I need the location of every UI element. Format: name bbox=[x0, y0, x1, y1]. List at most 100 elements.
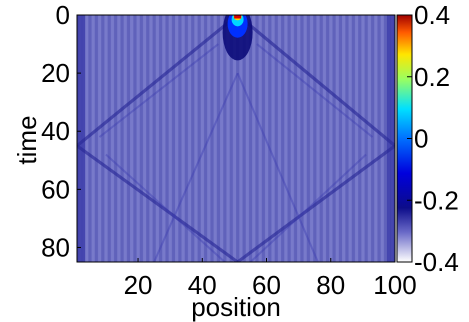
y-tick-label: 60 bbox=[41, 174, 70, 204]
heatmap-column bbox=[117, 15, 121, 262]
heatmap-column bbox=[268, 15, 272, 262]
y-axis-label: time bbox=[12, 115, 42, 164]
heatmap-column bbox=[242, 15, 247, 262]
wavefront-line bbox=[236, 144, 395, 262]
heatmap-column bbox=[97, 15, 102, 262]
heatmap-column bbox=[252, 15, 256, 262]
heatmap-column bbox=[155, 15, 160, 262]
heatmap-column bbox=[261, 15, 266, 262]
heatmap-column bbox=[107, 15, 112, 262]
heatmap-column bbox=[390, 15, 394, 262]
heatmap-column bbox=[78, 15, 83, 262]
heatmap-column bbox=[245, 15, 250, 262]
heatmap-column bbox=[351, 15, 356, 262]
heatmap-column bbox=[113, 15, 118, 262]
heatmap-column bbox=[191, 15, 195, 262]
heatmap-column bbox=[386, 15, 391, 262]
y-tick-label: 20 bbox=[41, 58, 70, 88]
heatmap-column bbox=[120, 15, 124, 262]
wavefront-line bbox=[77, 15, 239, 148]
heatmap-column bbox=[171, 15, 176, 262]
x-tick-label: 20 bbox=[124, 270, 153, 300]
colorbar-tick-label: 0.2 bbox=[414, 62, 450, 92]
x-tick-label: 40 bbox=[188, 270, 217, 300]
heatmap-column bbox=[361, 15, 365, 262]
x-tick-label: 100 bbox=[373, 270, 416, 300]
heatmap-column bbox=[139, 15, 144, 262]
heatmap-column bbox=[297, 15, 301, 262]
wavefront-line bbox=[236, 15, 395, 147]
heatmap-column bbox=[255, 15, 259, 262]
heatmap-column bbox=[203, 15, 208, 262]
heatmap-column bbox=[194, 15, 198, 262]
heatmap-column bbox=[370, 15, 375, 262]
heatmap-column bbox=[101, 15, 105, 262]
heatmap-column bbox=[149, 15, 153, 262]
heatmap-column bbox=[284, 15, 288, 262]
heatmap-column bbox=[229, 15, 234, 262]
heatmap-column bbox=[162, 15, 166, 262]
heatmap-column bbox=[319, 15, 324, 262]
heatmap-column bbox=[358, 15, 362, 262]
heatmap-column bbox=[248, 15, 253, 262]
heatmap-column bbox=[374, 15, 378, 262]
heatmap-wavefronts bbox=[77, 15, 395, 262]
y-tick-label: 40 bbox=[41, 116, 70, 146]
heatmap-column bbox=[287, 15, 292, 262]
heatmap-column bbox=[94, 15, 99, 262]
heatmap-column bbox=[104, 15, 108, 262]
heatmap-column bbox=[345, 15, 349, 262]
heatmap-column bbox=[309, 15, 314, 262]
heatmap-column bbox=[130, 15, 134, 262]
heatmap-column bbox=[380, 15, 385, 262]
heatmap-column bbox=[158, 15, 163, 262]
heatmap-column bbox=[264, 15, 269, 262]
heatmap-column bbox=[306, 15, 311, 262]
heatmap-column bbox=[280, 15, 285, 262]
wavefront-line bbox=[77, 144, 239, 262]
heatmap-column bbox=[142, 15, 147, 262]
wavefront-line bbox=[105, 153, 226, 262]
heatmap-column bbox=[258, 15, 263, 262]
heatmap-source-peak bbox=[222, 15, 253, 61]
heatmap-column bbox=[136, 15, 141, 262]
heatmap-column bbox=[239, 15, 243, 262]
heatmap-column-stripes bbox=[77, 15, 395, 262]
heatmap-column bbox=[178, 15, 182, 262]
colorbar: 0.4 0.2 0 -0.2 -0.4 bbox=[396, 0, 459, 277]
heatmap-column bbox=[146, 15, 150, 262]
heatmap-column bbox=[348, 15, 353, 262]
heatmap-column bbox=[277, 15, 282, 262]
heatmap-column bbox=[168, 15, 173, 262]
heatmap-column bbox=[91, 15, 96, 262]
heatmap-column bbox=[219, 15, 224, 262]
x-tick-label: 80 bbox=[316, 270, 345, 300]
heatmap-column bbox=[354, 15, 359, 262]
heatmap-column bbox=[216, 15, 221, 262]
wavefront-line bbox=[98, 43, 219, 138]
heatmap-column bbox=[126, 15, 131, 262]
y-tick-label: 0 bbox=[56, 0, 70, 30]
heatmap-column bbox=[290, 15, 295, 262]
heatmap-column bbox=[325, 15, 330, 262]
heatmap-column bbox=[271, 15, 275, 262]
heatmap-column bbox=[223, 15, 227, 262]
x-axis-label: position bbox=[191, 292, 281, 322]
plot-area bbox=[76, 14, 396, 263]
heatmap-column bbox=[187, 15, 192, 262]
heatmap-column bbox=[313, 15, 317, 262]
heatmap-column bbox=[110, 15, 115, 262]
heatmap-column bbox=[210, 15, 214, 262]
heatmap-column bbox=[329, 15, 333, 262]
heatmap-column bbox=[226, 15, 230, 262]
heatmap-column bbox=[338, 15, 343, 262]
heatmap-column bbox=[316, 15, 320, 262]
heatmap-column bbox=[367, 15, 372, 262]
heatmap-column bbox=[332, 15, 336, 262]
heatmap-column bbox=[335, 15, 340, 262]
heatmap-column bbox=[236, 15, 240, 262]
y-tick-label: 80 bbox=[41, 232, 70, 262]
heatmap-column bbox=[274, 15, 279, 262]
plot-frame bbox=[76, 14, 396, 263]
